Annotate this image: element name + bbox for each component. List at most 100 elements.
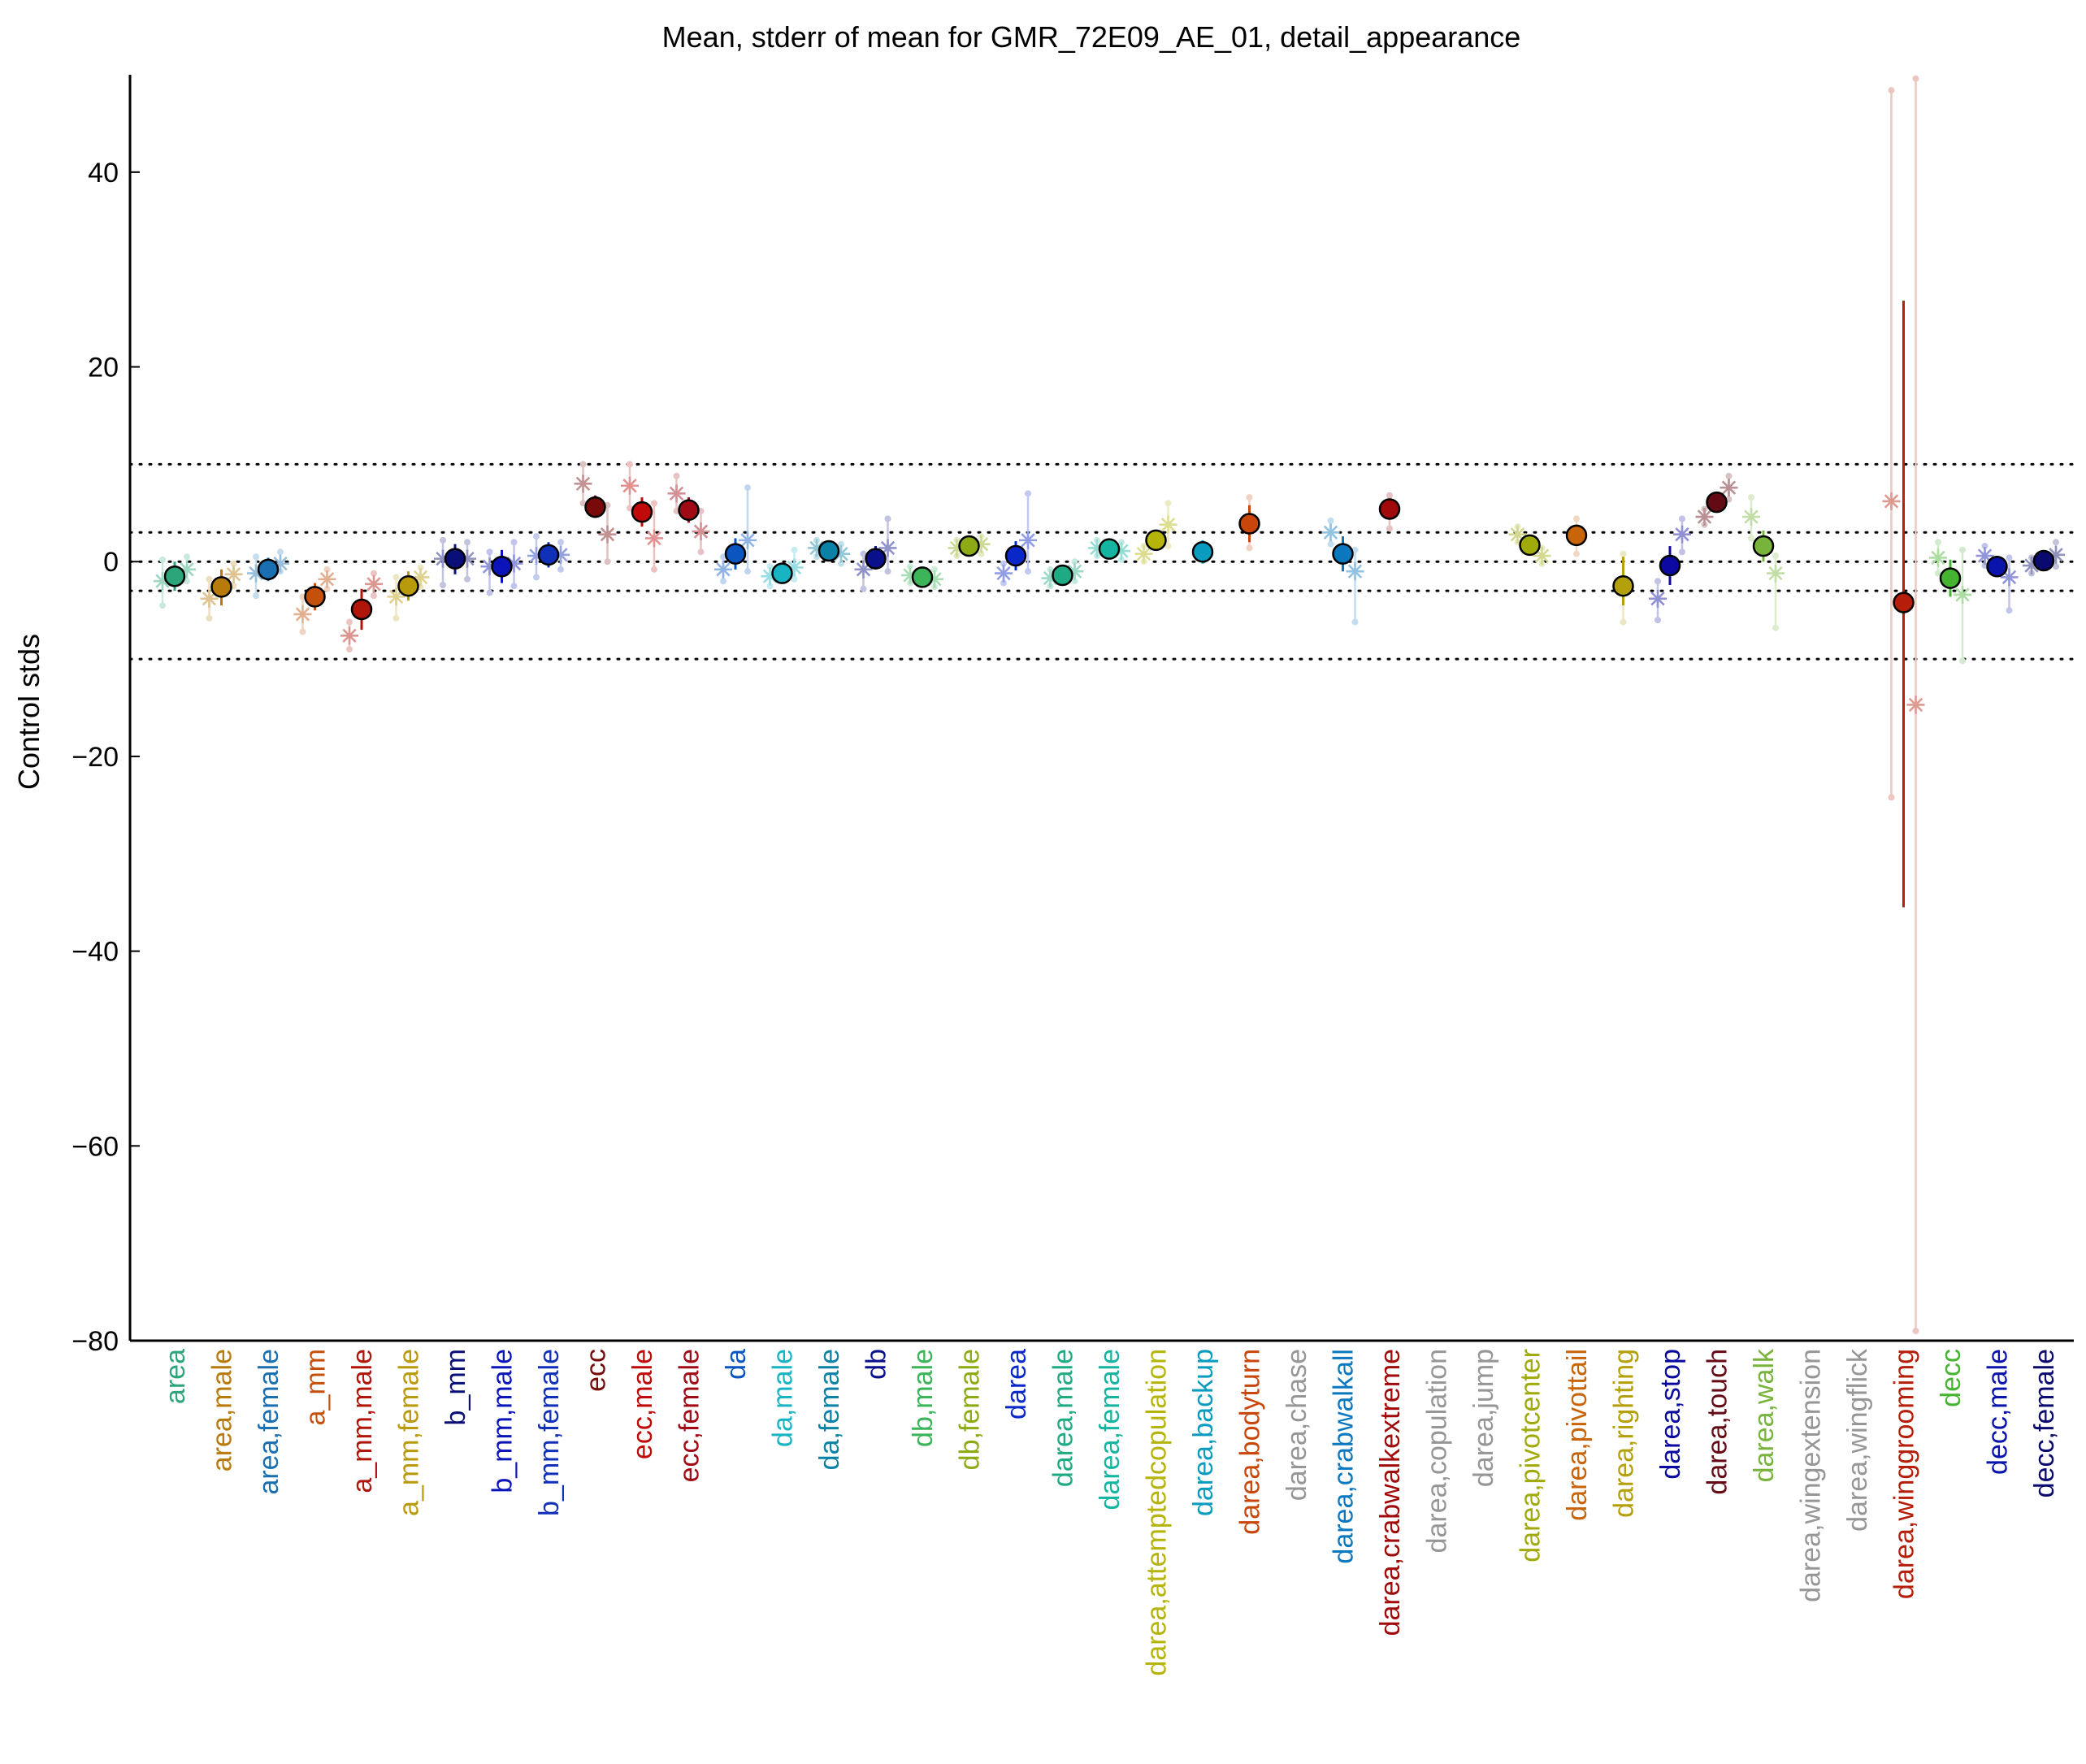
mean-marker: [1004, 544, 1027, 567]
mean-marker: [1332, 543, 1354, 565]
group-error-end: [346, 618, 353, 626]
category-marks: [1695, 472, 1738, 528]
mean-marker: [1098, 538, 1121, 560]
group-error-end: [1772, 624, 1779, 631]
group-mean-marker: [1742, 508, 1760, 527]
group-error-end: [184, 578, 190, 585]
group-error-end: [1386, 492, 1393, 499]
x-tick-label: darea,chase: [1282, 1349, 1312, 1501]
category-marks: [1612, 550, 1634, 626]
mean-marker: [537, 544, 560, 566]
y-tick-label: 20: [88, 353, 119, 384]
group-error-end: [1351, 546, 1359, 553]
group-error-end: [1327, 540, 1334, 548]
group-error-end: [1959, 546, 1966, 553]
group-error-end: [766, 563, 774, 570]
mean-marker: [1378, 498, 1401, 520]
x-tick-label: da: [721, 1349, 752, 1380]
group-mean-marker: [1954, 585, 1971, 604]
mean-marker: [1706, 491, 1728, 514]
category-marks: [1742, 494, 1785, 631]
group-error-end: [1654, 617, 1661, 624]
mean-marker: [163, 565, 186, 587]
mean-marker: [1612, 574, 1634, 597]
x-tick-label: darea,wingflick: [1842, 1348, 1873, 1532]
category-marks: [1041, 558, 1084, 590]
group-error-end: [486, 589, 493, 596]
x-tick-label: db,male: [908, 1349, 939, 1447]
category-marks: [1134, 500, 1177, 566]
mean-marker: [1565, 524, 1588, 547]
group-error-end: [464, 575, 471, 583]
category-marks: [714, 484, 757, 585]
group-error-end: [1935, 539, 1941, 546]
x-axis-tick-labels: area area,male area,female a_mm a_mm,male a_m…: [160, 1348, 2060, 1676]
x-tick-label: ecc,female: [674, 1349, 705, 1482]
x-tick-label: darea,pivotcenter: [1516, 1349, 1546, 1562]
x-tick-label: a_mm: [301, 1349, 332, 1425]
category-marks: [621, 461, 663, 573]
category-marks: [854, 515, 897, 592]
group-error-end: [1725, 472, 1733, 479]
group-mean-marker: [1695, 508, 1714, 527]
mean-marker: [584, 496, 606, 518]
mean-marker: [678, 499, 700, 521]
category-marks: [808, 536, 850, 567]
group-error-end: [440, 581, 446, 588]
group-mean-marker: [2000, 568, 2019, 587]
category-marks: [1191, 540, 1214, 564]
category-marks: [1238, 494, 1260, 552]
group-error-end: [1620, 550, 1627, 557]
mean-marker: [491, 555, 513, 578]
category-marks: [340, 570, 383, 653]
group-error-end: [579, 461, 587, 468]
y-axis-ticks: −80 −60 −40 −20 0 20 40: [72, 158, 140, 1357]
x-tick-label: decc,female: [2029, 1349, 2060, 1497]
group-error-end: [604, 558, 611, 566]
group-error-end: [277, 548, 284, 556]
mean-marker: [1659, 554, 1681, 577]
group-error-end: [1000, 579, 1007, 587]
group-mean-marker: [318, 570, 336, 588]
x-tick-label: darea,copulation: [1422, 1349, 1453, 1553]
group-mean-marker: [621, 476, 639, 495]
mean-marker: [1519, 534, 1541, 557]
group-error-end: [346, 646, 353, 653]
x-tick-label: a_mm,female: [394, 1349, 425, 1516]
category-marks: [154, 553, 196, 609]
group-error-end: [931, 566, 938, 573]
group-error-end: [1071, 578, 1078, 585]
mean-marker: [865, 548, 887, 570]
group-error-end: [486, 548, 493, 556]
group-mean-marker: [365, 574, 383, 593]
x-tick-label: decc: [1936, 1349, 1967, 1407]
category-marks: [667, 472, 710, 556]
category-marks: [1088, 536, 1130, 563]
group-mean-marker: [1019, 531, 1037, 549]
group-error-end: [392, 574, 400, 581]
mean-marker: [958, 535, 980, 557]
mean-marker: [631, 501, 653, 523]
mean-marker: [911, 566, 934, 588]
group-mean-marker: [1649, 589, 1667, 608]
group-mean-marker: [200, 589, 219, 608]
y-tick-label: −40: [72, 937, 119, 968]
group-error-end: [464, 539, 471, 546]
mean-marker: [1893, 592, 1915, 613]
x-tick-label: darea,female: [1095, 1349, 1125, 1510]
group-mean-marker: [224, 565, 243, 583]
group-error-end: [1246, 544, 1253, 552]
x-tick-label: darea,attemptedcopulation: [1142, 1349, 1173, 1676]
group-error-end: [557, 539, 564, 546]
group-error-end: [1573, 515, 1580, 522]
group-error-end: [253, 553, 259, 561]
x-tick-label: area: [160, 1349, 191, 1404]
y-tick-label: −60: [72, 1131, 119, 1162]
category-marks: [480, 539, 523, 596]
group-error-end: [533, 574, 540, 581]
group-error-end: [1772, 553, 1779, 560]
x-tick-label: area,female: [254, 1349, 284, 1495]
group-error-end: [510, 539, 518, 546]
group-error-end: [1025, 568, 1031, 575]
